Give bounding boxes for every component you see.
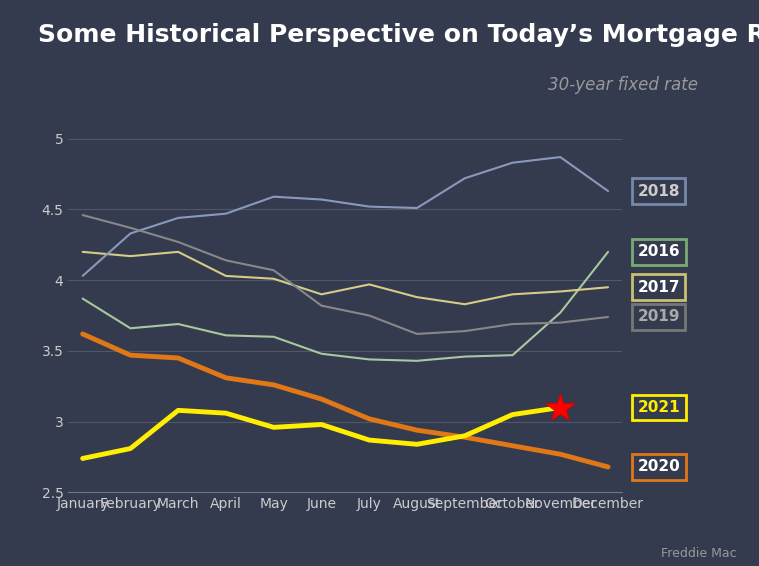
Text: 2021: 2021	[638, 400, 680, 415]
Text: Freddie Mac: Freddie Mac	[660, 547, 736, 560]
Text: Some Historical Perspective on Today’s Mortgage Rates: Some Historical Perspective on Today’s M…	[38, 23, 759, 46]
Text: 2018: 2018	[638, 183, 680, 199]
Text: 2020: 2020	[638, 460, 680, 474]
Text: 2016: 2016	[638, 245, 680, 259]
Text: 30-year fixed rate: 30-year fixed rate	[548, 76, 698, 95]
Text: 2017: 2017	[638, 280, 680, 295]
Text: 2019: 2019	[638, 310, 680, 324]
